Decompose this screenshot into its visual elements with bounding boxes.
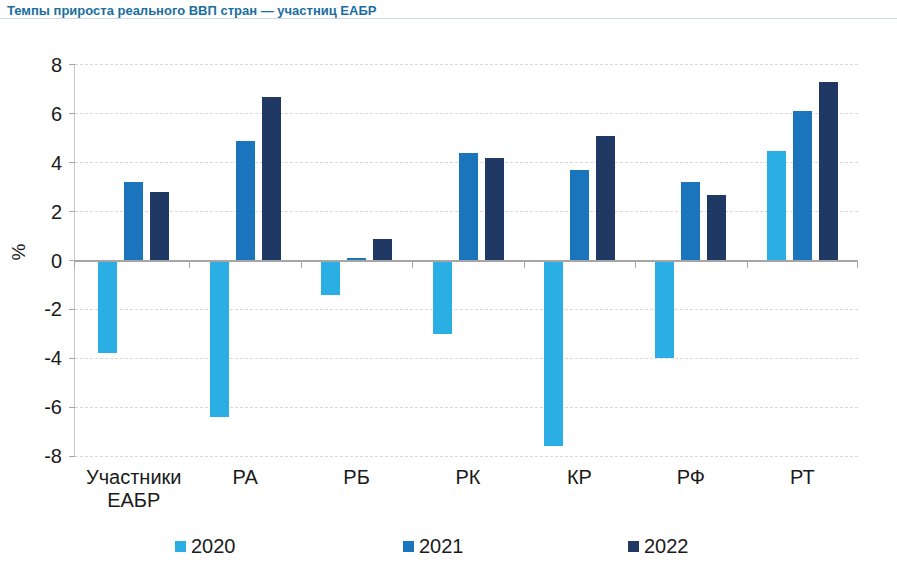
bar-2020-7 (767, 151, 786, 261)
bar-2021-5 (570, 170, 589, 260)
legend-label-2021: 2021 (419, 535, 464, 558)
bar-2020-6 (655, 261, 674, 359)
legend-label-2022: 2022 (644, 535, 689, 558)
x-boundary-tick-3 (412, 261, 413, 268)
bar-2021-4 (459, 153, 478, 261)
bar-2022-6 (707, 195, 726, 261)
legend-swatch-2022 (628, 541, 639, 552)
bar-2022-1 (150, 192, 169, 260)
bar-2020-2 (210, 261, 229, 417)
legend-item-2021: 2021 (403, 535, 464, 558)
y-tick-mark--8 (69, 456, 75, 457)
y-tick-mark--2 (69, 309, 75, 310)
x-axis-zero-line (74, 260, 858, 262)
y-tick-mark-4 (69, 162, 75, 163)
gridline--6 (75, 407, 858, 408)
y-tick-mark--6 (69, 407, 75, 408)
x-boundary-tick-7 (857, 261, 858, 268)
gridline-6 (75, 113, 858, 114)
y-tick-mark-2 (69, 211, 75, 212)
legend-label-2020: 2020 (191, 535, 236, 558)
x-label-5: КР (524, 466, 635, 489)
legend-swatch-2020 (175, 541, 186, 552)
y-tick-mark-8 (69, 64, 75, 65)
x-boundary-tick-0 (74, 261, 75, 268)
y-tick-label-8: 8 (16, 53, 62, 77)
legend-swatch-2021 (403, 541, 414, 552)
x-label-1: Участники ЕАБР (78, 466, 189, 512)
gridline--2 (75, 309, 858, 310)
bar-2021-2 (236, 141, 255, 261)
bar-2020-5 (544, 261, 563, 447)
x-boundary-tick-6 (747, 261, 748, 268)
y-tick-label-0: 0 (16, 249, 62, 273)
bar-2021-7 (793, 111, 812, 260)
x-boundary-tick-5 (635, 261, 636, 268)
x-label-6: РФ (635, 466, 746, 489)
bar-2021-6 (681, 182, 700, 260)
bar-2022-2 (262, 97, 281, 261)
y-tick-label--4: -4 (16, 346, 62, 370)
bar-2021-1 (124, 182, 143, 260)
legend-item-2022: 2022 (628, 535, 689, 558)
legend-item-2020: 2020 (175, 535, 236, 558)
x-label-4: РК (412, 466, 523, 489)
y-tick-label--8: -8 (16, 444, 62, 468)
x-boundary-tick-1 (189, 261, 190, 268)
gdp-growth-chart: Темпы прироста реального ВВП стран — уча… (0, 0, 897, 571)
gridline-8 (75, 64, 858, 65)
bar-2022-5 (596, 136, 615, 261)
bar-2022-7 (819, 82, 838, 260)
y-tick-label-2: 2 (16, 200, 62, 224)
y-tick-label--6: -6 (16, 395, 62, 419)
bar-2020-3 (321, 261, 340, 295)
x-boundary-tick-4 (524, 261, 525, 268)
x-boundary-tick-2 (301, 261, 302, 268)
y-tick-mark--4 (69, 358, 75, 359)
y-tick-label-6: 6 (16, 102, 62, 126)
bar-2022-3 (373, 239, 392, 261)
y-tick-mark-6 (69, 113, 75, 114)
x-label-2: РА (189, 466, 300, 489)
y-tick-label-4: 4 (16, 151, 62, 175)
bar-2022-4 (485, 158, 504, 261)
gridline--8 (75, 456, 858, 457)
bar-2020-1 (98, 261, 117, 354)
plot-area: % 86420-2-4-6-8Участники ЕАБРРАРБРККРРФР… (0, 0, 897, 571)
y-tick-label--2: -2 (16, 297, 62, 321)
gridline--4 (75, 358, 858, 359)
bar-2020-4 (433, 261, 452, 334)
x-label-3: РБ (301, 466, 412, 489)
x-label-7: РТ (747, 466, 858, 489)
